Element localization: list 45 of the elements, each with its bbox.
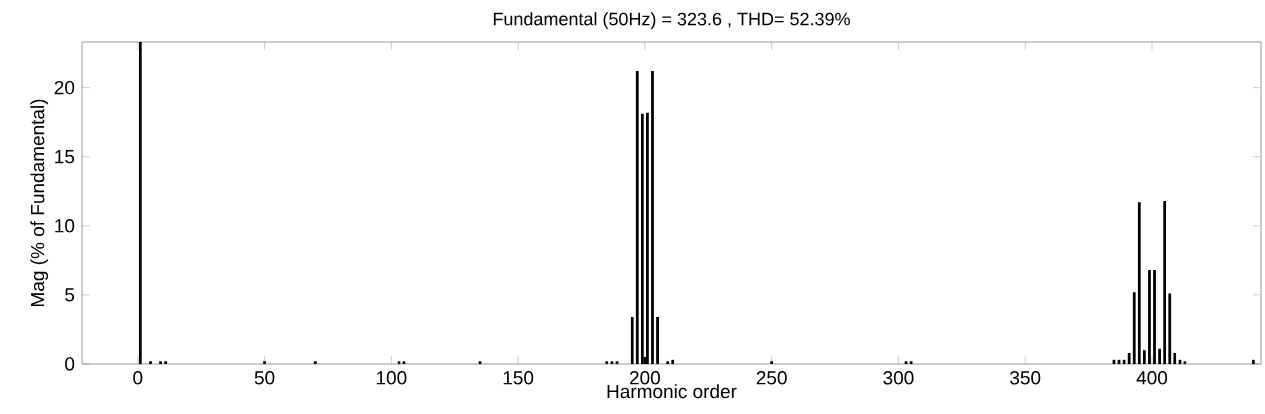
bar [656,317,659,364]
bar [630,317,634,364]
x-tick-label: 100 [376,371,407,385]
bar [1153,270,1156,364]
bar [263,361,266,364]
bar [1158,348,1161,364]
bar [1163,200,1167,364]
y-tick-label: 20 [54,80,75,95]
bar [646,112,649,364]
x-tick-label: 0 [133,371,143,385]
x-tick-label: 350 [1010,371,1041,385]
x-tick-label: 150 [503,371,534,385]
bar [640,113,644,364]
y-tick-label: 15 [55,150,75,164]
bar [651,71,654,364]
bar [1142,350,1146,364]
chart-title: Fundamental (50Hz) = 323.6 , THD= 52.39% [493,12,850,29]
x-tick-label: 400 [1136,371,1168,385]
bar [164,361,168,364]
bar [159,361,162,364]
bar [313,361,317,364]
y-tick-label: 5 [65,288,75,302]
x-tick-label: 250 [756,371,787,385]
bar [1132,292,1136,364]
bar [138,42,142,364]
bar [1173,352,1177,364]
bar [671,359,675,364]
x-axis-title: Harmonic order [607,384,737,399]
bar [1127,352,1131,364]
bar [149,361,152,364]
bar [605,361,609,364]
x-tick-label: 300 [883,371,914,385]
x-tick-label: 50 [254,371,275,385]
y-axis-title: Mag (% of Fundamental) [30,99,49,306]
bar [909,361,913,364]
bar [770,361,774,364]
bar [635,71,639,364]
bar [666,361,670,364]
bar [1137,202,1141,364]
bar [1168,293,1172,364]
y-tick-label: 0 [65,357,75,371]
y-tick-label: 10 [55,219,75,233]
bar [1148,270,1151,364]
x-tick-label: 200 [629,371,660,385]
bar [1252,359,1255,364]
